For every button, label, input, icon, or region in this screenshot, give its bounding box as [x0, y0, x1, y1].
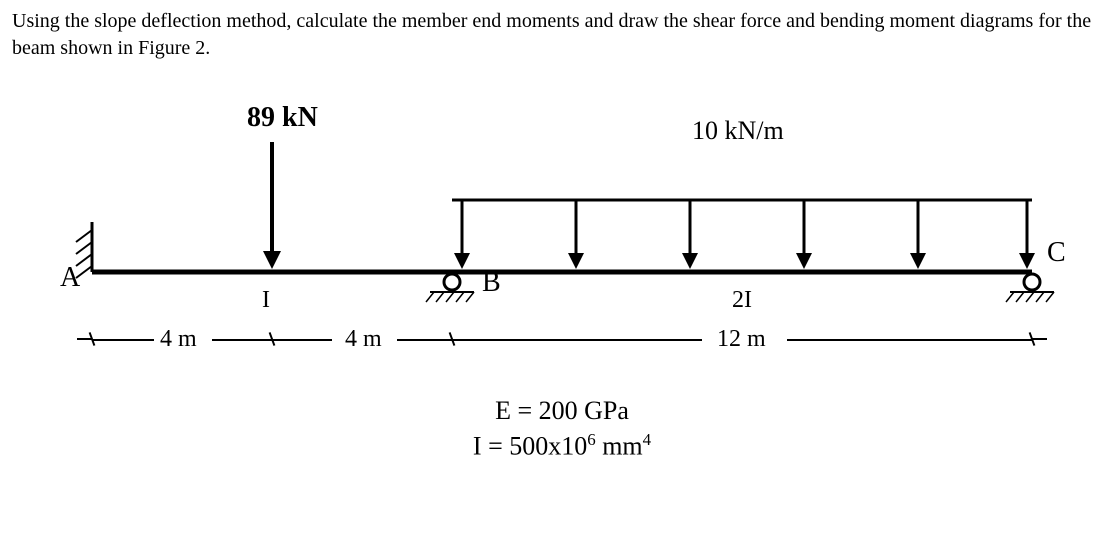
i-value: I = 500x106 mm4: [32, 430, 1092, 462]
problem-statement: Using the slope deflection method, calcu…: [12, 8, 1106, 62]
support-c-roller: [1006, 274, 1054, 302]
material-block: E = 200 GPa I = 500x106 mm4: [32, 392, 1092, 462]
support-a-fixed: [76, 222, 92, 278]
e-value: E = 200 GPa: [32, 396, 1092, 426]
point-load-arrow: [263, 142, 281, 269]
beam-diagram: 89 kN 10 kN/m A B C I 2I 4 m 4 m 12 m: [32, 102, 1092, 502]
support-b-roller: [426, 274, 474, 302]
udl-arrows: [452, 200, 1035, 269]
